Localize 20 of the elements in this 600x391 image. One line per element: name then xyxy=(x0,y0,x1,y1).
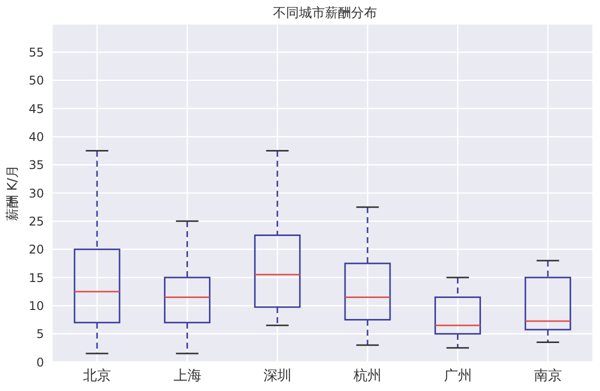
y-tick-label: 25 xyxy=(28,214,44,228)
chart-title: 不同城市薪酬分布 xyxy=(272,5,378,22)
y-tick-label: 30 xyxy=(28,186,44,200)
y-tick-label: 55 xyxy=(28,45,44,60)
x-tick-label: 杭州 xyxy=(352,368,382,384)
y-tick-label: 0 xyxy=(36,355,44,370)
y-tick-label: 5 xyxy=(36,327,44,342)
x-tick-label: 深圳 xyxy=(263,368,292,384)
y-tick-label: 45 xyxy=(28,102,44,116)
x-tick-label: 北京 xyxy=(83,368,112,384)
x-tick-label: 南京 xyxy=(534,368,562,384)
y-tick-label: 15 xyxy=(28,270,44,285)
y-tick-label: 40 xyxy=(28,130,44,144)
y-tick-label: 50 xyxy=(28,74,44,88)
y-tick-label: 20 xyxy=(28,242,44,257)
x-tick-label: 广州 xyxy=(444,368,472,384)
x-tick-label: 上海 xyxy=(173,368,202,384)
y-axis-title: 薪酬 K/月 xyxy=(6,164,21,222)
y-tick-label: 35 xyxy=(28,158,44,172)
y-tick-label: 10 xyxy=(28,298,44,313)
